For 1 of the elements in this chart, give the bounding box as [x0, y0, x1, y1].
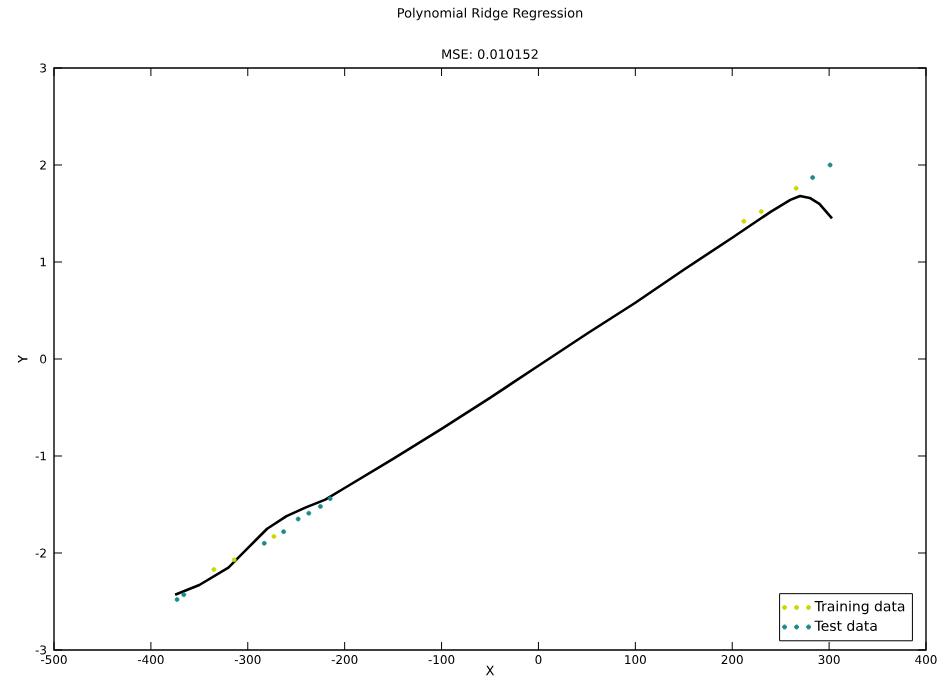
line-series	[173, 194, 834, 597]
